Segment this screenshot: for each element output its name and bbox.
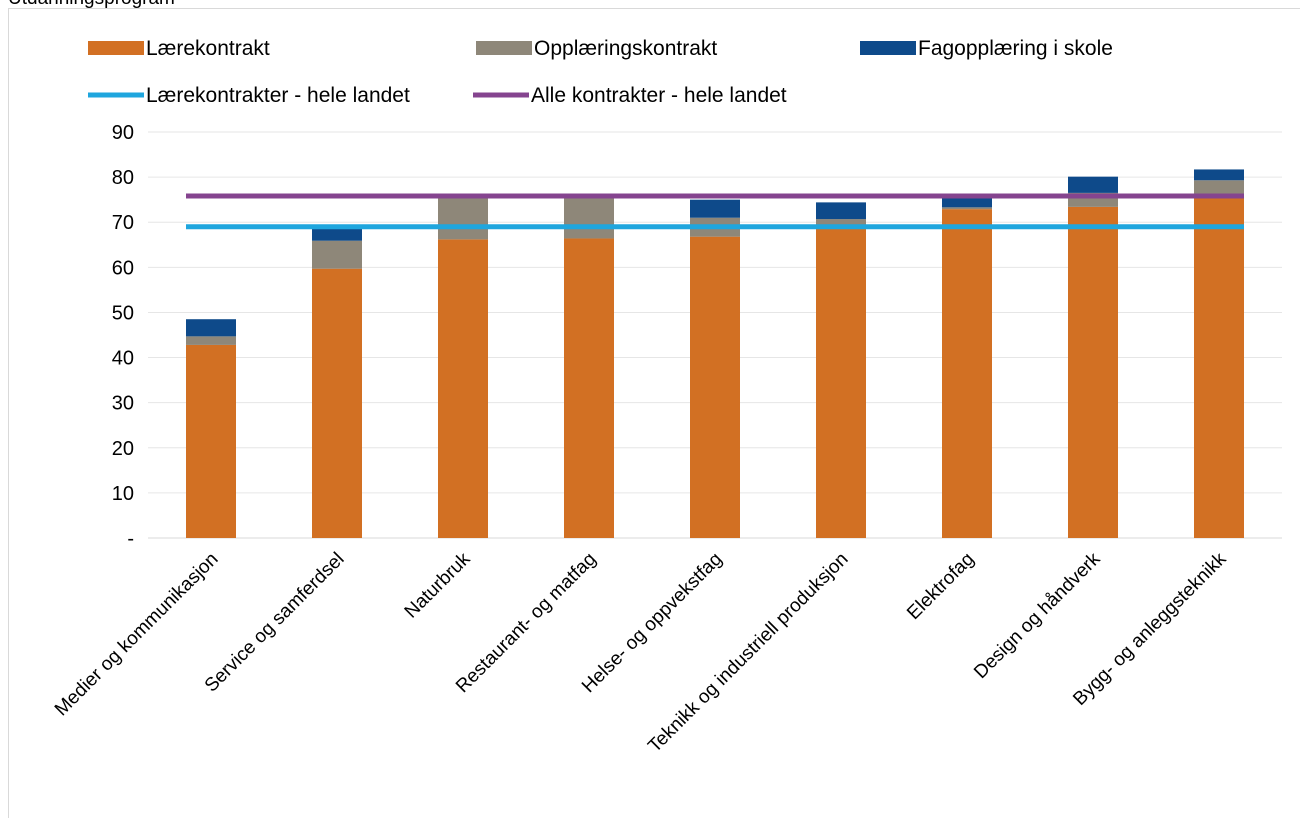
bar-segment-1 — [186, 344, 236, 538]
x-category-label: Elektrofag — [903, 549, 978, 624]
legend-label: Fagopplæring i skole — [918, 37, 1113, 60]
y-tick-label: - — [127, 528, 134, 550]
legend-label: Lærekontrakter - hele landet — [146, 84, 410, 107]
y-tick-label: 30 — [112, 393, 134, 415]
y-tick-label: 70 — [112, 212, 134, 234]
x-category-label: Service og samferdsel — [201, 549, 349, 697]
legend: Lærekontrakt Opplæringskontrakt Fagopplæri… — [88, 37, 1113, 107]
legend-swatch — [88, 41, 144, 55]
bar-segment-3 — [312, 226, 362, 241]
x-category-label: Naturbruk — [401, 548, 475, 622]
bar-segment-1 — [312, 268, 362, 538]
y-tick-label: 20 — [112, 438, 134, 460]
bar-segment-1 — [1194, 196, 1244, 538]
chart-title: Utdanningsprogram — [8, 0, 175, 10]
x-category-label: Teknikk og industriell produksjon — [644, 549, 852, 757]
bar-segment-3 — [1068, 176, 1118, 193]
legend-label: Opplæringskontrakt — [534, 37, 717, 60]
bar-segment-3 — [690, 199, 740, 218]
bar-segment-2 — [564, 196, 614, 239]
bar-segment-3 — [816, 202, 866, 220]
bar-segment-3 — [186, 319, 236, 337]
legend-swatch — [860, 41, 916, 55]
legend-label: Lærekontrakt — [146, 37, 270, 60]
y-axis: - 10 20 30 40 50 60 70 80 90 — [112, 122, 134, 550]
bar-segment-2 — [438, 196, 488, 240]
y-tick-label: 90 — [112, 122, 134, 144]
bar-segment-1 — [690, 236, 740, 538]
bar-segment-2 — [942, 207, 992, 210]
bar-segment-1 — [816, 225, 866, 538]
bar-segment-2 — [186, 336, 236, 345]
bar-segment-1 — [438, 239, 488, 538]
bar-segment-1 — [942, 209, 992, 538]
bar-segment-1 — [564, 238, 614, 538]
x-category-label: Restaurant- og matfag — [452, 549, 601, 698]
y-tick-label: 80 — [112, 167, 134, 189]
x-category-label: Helse- og oppvekstfag — [578, 549, 727, 698]
legend-label: Alle kontrakter - hele landet — [531, 84, 787, 107]
legend-swatch — [476, 41, 532, 55]
reference-lines — [186, 193, 1244, 230]
bar-segment-2 — [816, 219, 866, 226]
bars — [186, 169, 1244, 538]
y-tick-label: 60 — [112, 257, 134, 279]
bar-segment-2 — [312, 240, 362, 269]
x-category-label: Design og håndverk — [970, 548, 1105, 683]
bar-segment-1 — [1068, 206, 1118, 538]
bar-segment-3 — [942, 195, 992, 208]
y-tick-label: 40 — [112, 348, 134, 370]
chart-frame — [8, 8, 1300, 818]
y-tick-label: 10 — [112, 483, 134, 505]
x-category-label: Medier og kommunikasjon — [51, 549, 223, 721]
bar-segment-3 — [1194, 169, 1244, 181]
bar-segment-2 — [1194, 180, 1244, 197]
y-tick-label: 50 — [112, 302, 134, 324]
